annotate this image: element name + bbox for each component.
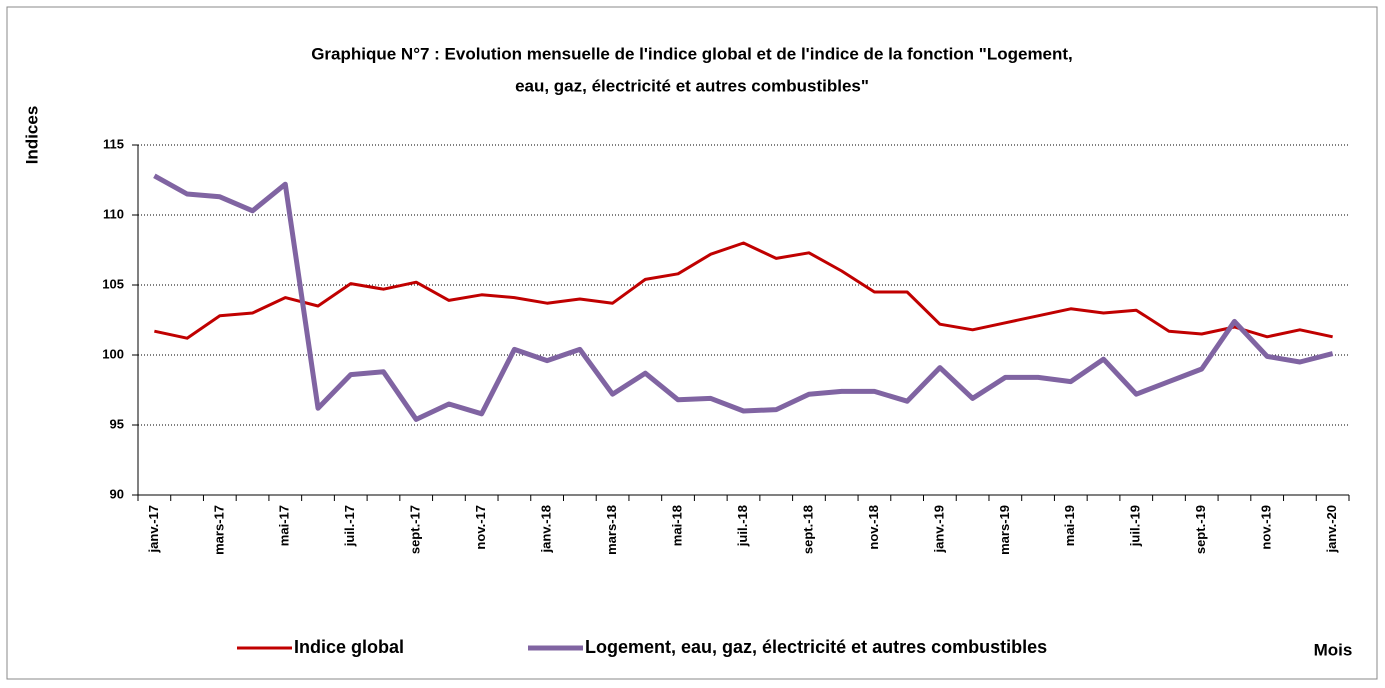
y-tick-label: 115 (103, 136, 124, 151)
y-tick-label: 95 (110, 416, 124, 431)
chart-border (6, 6, 1378, 680)
x-tick-label: nov.-19 (1259, 505, 1274, 550)
x-tick-label: janv.-19 (931, 505, 946, 553)
y-axis-title: Indices (22, 106, 41, 165)
x-tick-label: mai-17 (277, 505, 292, 546)
y-tick-label: 110 (103, 206, 124, 221)
x-tick-label: juil.-17 (342, 505, 357, 547)
x-tick-label: mars-18 (604, 505, 619, 555)
x-tick-label: nov.-18 (866, 505, 881, 550)
x-tick-label: sept.-18 (800, 505, 815, 554)
chart-title: Graphique N°7 : Evolution mensuelle de l… (311, 44, 1073, 63)
x-tick-label: juil.-18 (735, 505, 750, 547)
series-line (153, 173, 1334, 422)
x-axis-title: Mois (1314, 640, 1353, 659)
y-tick-label: 90 (110, 486, 124, 501)
x-tick-label: nov.-17 (473, 505, 488, 550)
series-line (154, 241, 1333, 340)
x-tick-label: janv.-20 (1324, 505, 1339, 553)
y-tick-label: 105 (102, 276, 124, 291)
x-tick-label: sept.-17 (408, 505, 423, 554)
legend-label: Logement, eau, gaz, électricité et autre… (585, 637, 1047, 657)
x-tick-label: mai-18 (669, 505, 684, 546)
x-tick-label: sept.-19 (1193, 505, 1208, 554)
chart-title: eau, gaz, électricité et autres combusti… (515, 76, 869, 95)
x-tick-label: janv.-18 (539, 505, 554, 553)
x-tick-label: janv.-17 (146, 505, 161, 553)
x-tick-label: juil.-19 (1128, 505, 1143, 547)
legend-label: Indice global (294, 637, 404, 657)
x-tick-label: mars-19 (997, 505, 1012, 555)
x-tick-label: mars-17 (211, 505, 226, 555)
y-tick-label: 100 (102, 346, 124, 361)
x-tick-label: mai-19 (1062, 505, 1077, 546)
